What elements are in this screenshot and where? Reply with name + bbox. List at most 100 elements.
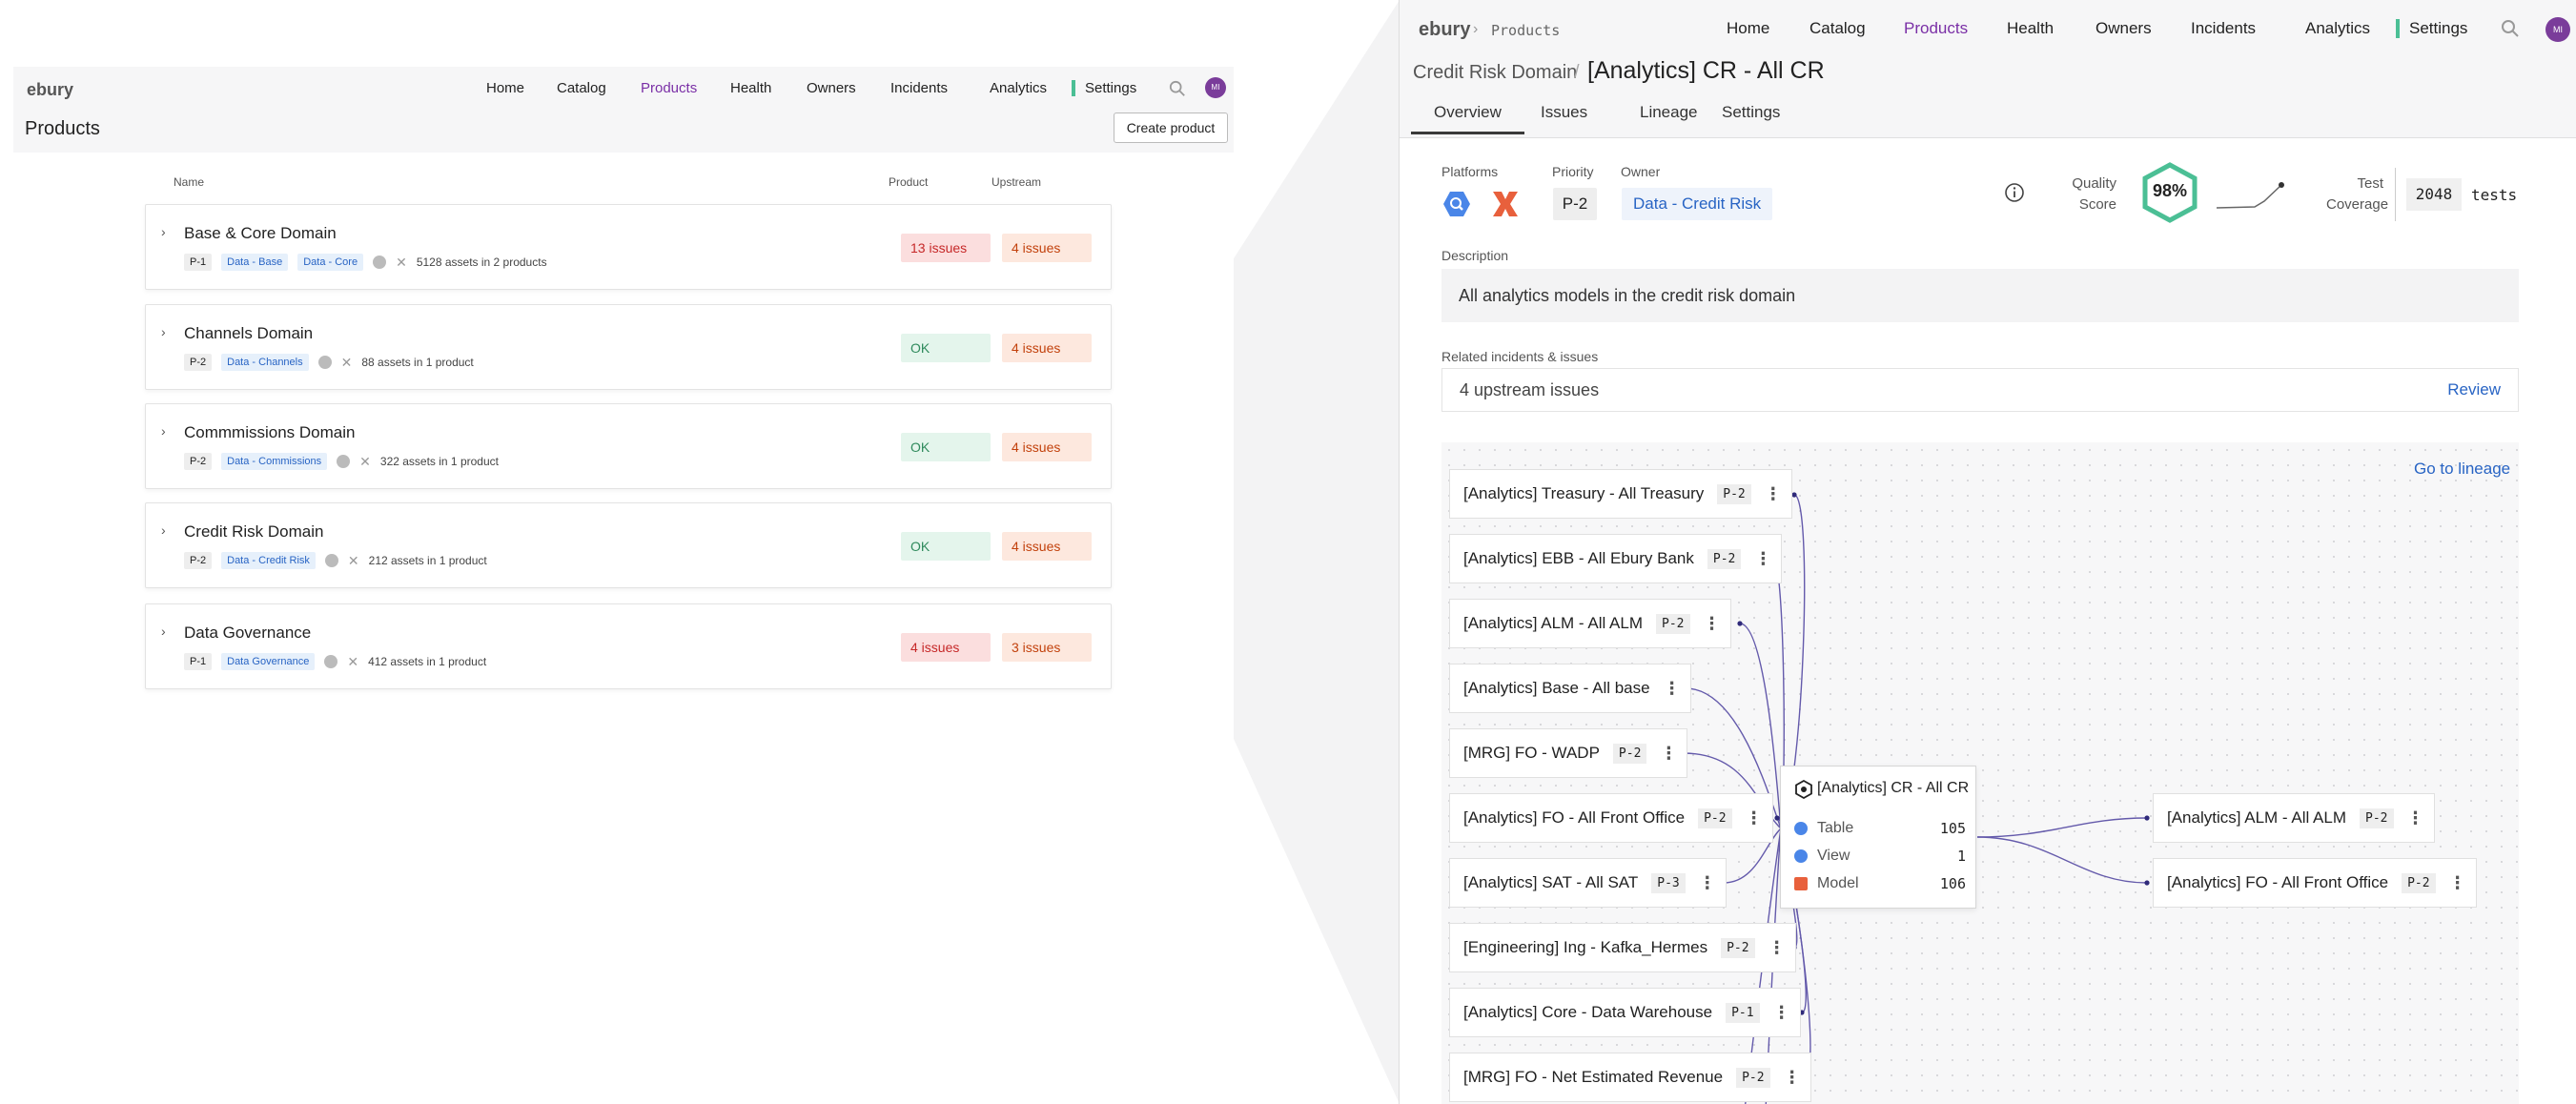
product-name[interactable]: Channels Domain — [184, 324, 314, 342]
upstream-status-badge[interactable]: 4 issues — [1002, 234, 1092, 262]
dbt-icon: ✕ — [340, 354, 353, 370]
upstream-status-badge[interactable]: 4 issues — [1002, 433, 1092, 461]
product-name[interactable]: Credit Risk Domain — [184, 522, 324, 541]
quality-hexagon-icon — [2142, 162, 2198, 223]
app-logo[interactable]: ebury — [1419, 19, 1471, 40]
owner-tag[interactable]: Data - Credit Risk — [1622, 188, 1773, 220]
owner-tag[interactable]: Data - Channels — [221, 354, 309, 371]
chevron-right-icon[interactable]: › — [161, 324, 166, 339]
product-status-badge[interactable]: OK — [901, 433, 991, 461]
more-options-icon[interactable]: ⋮ — [1663, 678, 1681, 698]
lineage-node[interactable]: [Analytics] FO - All Front Office P-2 ⋮ — [1449, 793, 1773, 843]
lineage-node[interactable]: [Analytics] ALM - All ALM P-2 ⋮ — [1449, 599, 1731, 648]
owner-tag[interactable]: Data - Core — [297, 254, 364, 271]
more-options-icon[interactable]: ⋮ — [1764, 483, 1782, 503]
product-status-badge[interactable]: OK — [901, 532, 991, 561]
product-name[interactable]: Commmissions Domain — [184, 423, 356, 441]
product-row[interactable]: › Base & Core Domain P-1 Data - Base Dat… — [145, 204, 1112, 290]
nav-products[interactable]: Products — [1904, 19, 1969, 37]
nav-catalog[interactable]: Catalog — [557, 80, 606, 96]
product-row[interactable]: › Commmissions Domain P-2 Data - Commiss… — [145, 403, 1112, 489]
lineage-node[interactable]: [Analytics] Core - Data Warehouse P-1 ⋮ — [1449, 988, 1801, 1037]
product-row[interactable]: › Data Governance P-1 Data Governance ✕ … — [145, 603, 1112, 689]
nav-health[interactable]: Health — [2007, 19, 2055, 37]
nav-home[interactable]: Home — [486, 80, 525, 96]
lineage-node[interactable]: [Analytics] FO - All Front Office P-2 ⋮ — [2153, 858, 2477, 908]
lineage-node[interactable]: [Analytics] Base - All base ⋮ — [1449, 664, 1691, 713]
product-status-badge[interactable]: 13 issues — [901, 234, 991, 262]
owner-tag[interactable]: Data - Base — [221, 254, 289, 271]
nav-owners[interactable]: Owners — [807, 80, 856, 96]
more-options-icon[interactable]: ⋮ — [1754, 548, 1772, 568]
nav-settings[interactable]: Settings — [1072, 80, 1136, 96]
product-name[interactable]: Data Governance — [184, 624, 312, 642]
more-options-icon[interactable]: ⋮ — [1660, 743, 1678, 763]
bigquery-icon — [337, 455, 351, 468]
app-logo[interactable]: ebury — [27, 80, 74, 99]
product-row[interactable]: › Channels Domain P-2 Data - Channels ✕ … — [145, 304, 1112, 390]
tab-lineage[interactable]: Lineage — [1640, 103, 1698, 121]
create-product-button[interactable]: Create product — [1114, 112, 1228, 143]
more-options-icon[interactable]: ⋮ — [2406, 808, 2424, 828]
lineage-node[interactable]: [Analytics] EBB - All Ebury Bank P-2 ⋮ — [1449, 534, 1783, 583]
nav-settings[interactable]: Settings — [2396, 19, 2467, 38]
chevron-right-icon[interactable]: › — [161, 423, 166, 439]
more-options-icon[interactable]: ⋮ — [1783, 1067, 1801, 1087]
owner-tag[interactable]: Data Governance — [221, 653, 316, 670]
lineage-graph[interactable]: Go to lineage [Analytics] Treasury - All… — [1441, 442, 2519, 1104]
avatar[interactable]: MI — [1205, 77, 1226, 98]
nav-analytics[interactable]: Analytics — [2305, 19, 2371, 37]
nav-home[interactable]: Home — [1727, 19, 1770, 37]
more-options-icon[interactable]: ⋮ — [1745, 808, 1763, 828]
product-meta: P-2 Data - Channels ✕ 88 assets in 1 pro… — [184, 353, 474, 372]
nav-analytics[interactable]: Analytics — [990, 80, 1048, 96]
info-icon[interactable] — [2004, 182, 2025, 203]
more-options-icon[interactable]: ⋮ — [2448, 872, 2466, 892]
lineage-node[interactable]: [MRG] FO - Net Estimated Revenue P-2 ⋮ — [1449, 1053, 1811, 1102]
lineage-node[interactable]: [Analytics] Treasury - All Treasury P-2 … — [1449, 469, 1792, 519]
more-options-icon[interactable]: ⋮ — [1772, 1002, 1790, 1022]
more-options-icon[interactable]: ⋮ — [1768, 937, 1786, 957]
priority-badge[interactable]: P-2 — [1553, 188, 1597, 220]
product-status-badge[interactable]: 4 issues — [901, 633, 991, 662]
bigquery-icon — [1443, 192, 1470, 216]
review-link[interactable]: Review — [2447, 380, 2501, 399]
go-to-lineage-link[interactable]: Go to lineage — [2414, 460, 2511, 478]
lineage-node[interactable]: [Engineering] Ing - Kafka_Hermes P-2 ⋮ — [1449, 923, 1796, 972]
product-hexagon-icon — [1795, 780, 1812, 799]
domain-breadcrumb-link[interactable]: Credit Risk Domain — [1413, 62, 1578, 83]
tab-overview[interactable]: Overview — [1411, 103, 1524, 134]
nav-incidents[interactable]: Incidents — [890, 80, 949, 96]
nav-health[interactable]: Health — [730, 80, 772, 96]
tab-issues[interactable]: Issues — [1541, 103, 1588, 121]
product-status-badge[interactable]: OK — [901, 334, 991, 362]
tab-settings[interactable]: Settings — [1722, 103, 1781, 121]
owner-tag[interactable]: Data - Commissions — [221, 453, 328, 470]
lineage-node[interactable]: [MRG] FO - WADP P-2 ⋮ — [1449, 728, 1688, 778]
description-field[interactable]: All analytics models in the credit risk … — [1441, 269, 2519, 322]
more-options-icon[interactable]: ⋮ — [1703, 613, 1721, 633]
search-icon[interactable] — [2501, 19, 2520, 38]
chevron-right-icon[interactable]: › — [161, 522, 166, 538]
more-options-icon[interactable]: ⋮ — [1698, 872, 1716, 892]
nav-owners[interactable]: Owners — [2096, 19, 2152, 37]
nav-products[interactable]: Products — [641, 80, 698, 96]
chevron-right-icon[interactable]: › — [161, 624, 166, 639]
product-row[interactable]: › Credit Risk Domain P-2 Data - Credit R… — [145, 502, 1112, 588]
test-count-unit: tests — [2471, 186, 2518, 204]
upstream-status-badge[interactable]: 4 issues — [1002, 532, 1092, 561]
lineage-node[interactable]: [Analytics] ALM - All ALM P-2 ⋮ — [2153, 793, 2435, 843]
nav-incidents[interactable]: Incidents — [2191, 19, 2257, 37]
chevron-right-icon[interactable]: › — [161, 224, 166, 239]
current-product-node[interactable]: [Analytics] CR - All CR Table 105 View 1… — [1780, 766, 1976, 909]
upstream-status-badge[interactable]: 4 issues — [1002, 334, 1092, 362]
lineage-node[interactable]: [Analytics] SAT - All SAT P-3 ⋮ — [1449, 858, 1727, 908]
avatar[interactable]: MI — [2545, 17, 2570, 42]
search-icon[interactable] — [1169, 80, 1186, 97]
product-name[interactable]: Base & Core Domain — [184, 224, 337, 242]
upstream-status-badge[interactable]: 3 issues — [1002, 633, 1092, 662]
nav-catalog[interactable]: Catalog — [1809, 19, 1866, 37]
breadcrumb[interactable]: Products — [1491, 22, 1561, 39]
owner-tag[interactable]: Data - Credit Risk — [221, 552, 316, 569]
bigquery-icon — [324, 655, 338, 668]
